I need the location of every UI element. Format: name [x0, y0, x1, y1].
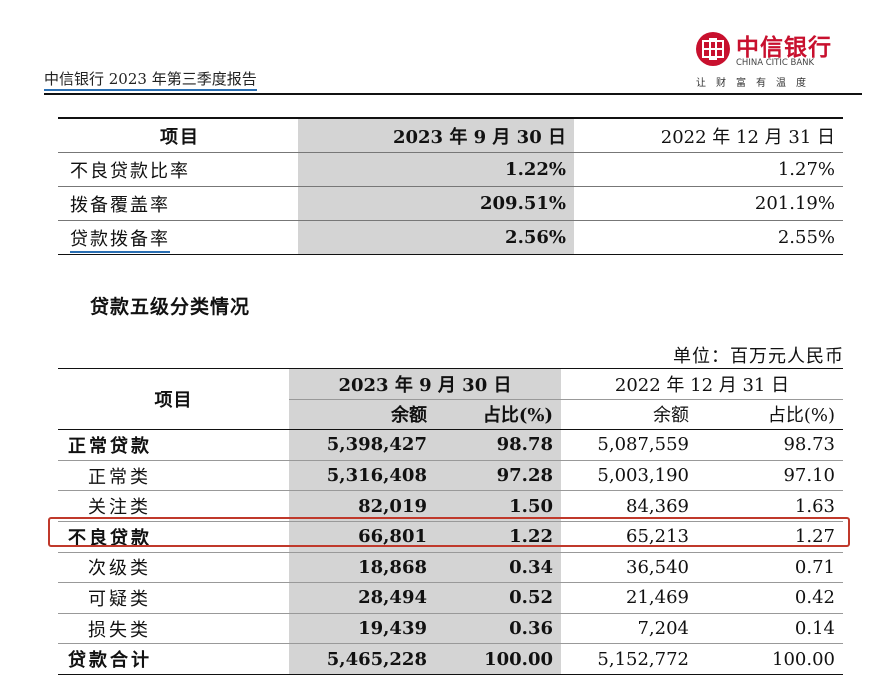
amount-2022: 5,152,772 — [597, 648, 689, 670]
npl-row-highlight — [48, 517, 850, 547]
amount-2023: 28,494 — [289, 582, 435, 614]
ratio-2022-header: 占比(%) — [697, 399, 843, 431]
table-row: 次级类 18,868 0.34 36,540 0.71 — [58, 552, 843, 584]
value-2023: 2.56% — [298, 220, 574, 255]
table-header-row: 项目 2023 年 9 月 30 日 2022 年 12 月 31 日 — [58, 368, 843, 431]
amount-2022: 5,003,190 — [561, 460, 697, 492]
amount-2023: 18,868 — [289, 552, 435, 584]
ratio-2022: 0.71 — [697, 552, 843, 584]
table-row: 正常类 5,316,408 97.28 5,003,190 97.10 — [58, 460, 843, 492]
table-row: 贷款拨备率 2.56% 2.55% — [58, 220, 843, 255]
amount-2023-header: 余额 — [289, 399, 435, 431]
row-label: 可疑类 — [58, 582, 289, 614]
header-divider — [44, 93, 862, 95]
col-item-header: 项目 — [58, 368, 289, 431]
col-2023-header: 2023 年 9 月 30 日 — [298, 118, 574, 153]
amount-2022: 21,469 — [561, 582, 697, 614]
ratio-2022: 1.27 — [697, 521, 843, 553]
logo-english-name: CHINA CITIC BANK — [736, 58, 815, 68]
logo-chinese-name: 中信银行 — [736, 34, 832, 61]
table-row: 可疑类 28,494 0.52 21,469 0.42 — [58, 582, 843, 614]
amount-2023: 19,439 — [289, 613, 435, 645]
row-label: 正常类 — [58, 460, 289, 492]
amount-2023: 5,398,427 — [289, 429, 435, 461]
ratio-2023: 1.50 — [435, 490, 561, 522]
loan-classification-table: 项目 2023 年 9 月 30 日 2022 年 12 月 31 日 余额 占… — [58, 368, 843, 675]
col-2023-header: 2023 年 9 月 30 日 — [289, 368, 561, 400]
amount-2023: 82,019 — [289, 490, 435, 522]
ratio-2022: 1.63 — [697, 490, 843, 522]
ratio-2022: 0.42 — [697, 582, 843, 614]
ratio-2023: 98.78 — [435, 429, 561, 461]
amount-2022-header: 余额 — [561, 399, 697, 431]
row-label: 关注类 — [58, 490, 289, 522]
row-label: 不良贷款 — [58, 521, 289, 553]
asset-quality-table: 项目 2023 年 9 月 30 日 2022 年 12 月 31 日 不良贷款… — [58, 117, 843, 255]
row-label: 正常贷款 — [58, 429, 289, 461]
logo-slogan: 让财富有温度 — [696, 78, 816, 89]
amount-2022: 84,369 — [561, 490, 697, 522]
ratio-2022: 100.00 — [772, 648, 835, 670]
value-2022: 1.27% — [574, 152, 843, 187]
row-label-text: 贷款拨备率 — [70, 228, 170, 253]
ratio-2023: 0.52 — [435, 582, 561, 614]
row-label: 不良贷款比率 — [58, 152, 298, 187]
amount-2023: 5,465,228 — [289, 643, 435, 675]
value-2023: 1.22% — [298, 152, 574, 187]
table-row: 拨备覆盖率 209.51% 201.19% — [58, 186, 843, 221]
amount-2022: 5,087,559 — [561, 429, 697, 461]
amount-2022: 65,213 — [561, 521, 697, 553]
table-total-row: 贷款合计 5,465,228 100.00 5,152,772 100.00 — [58, 643, 843, 675]
row-label: 贷款拨备率 — [58, 221, 298, 255]
report-title: 中信银行 2023 年第三季度报告 — [44, 70, 257, 91]
col-2022-header: 2022 年 12 月 31 日 — [561, 368, 843, 400]
bank-logo: 中信银行 CHINA CITIC BANK 让财富有温度 — [696, 26, 846, 89]
table-row: 关注类 82,019 1.50 84,369 1.63 — [58, 490, 843, 522]
table-row: 正常贷款 5,398,427 98.78 5,087,559 98.73 — [58, 429, 843, 461]
row-label: 次级类 — [58, 552, 289, 584]
ratio-2023-header: 占比(%) — [435, 399, 561, 431]
ratio-2023: 0.36 — [435, 613, 561, 645]
unit-label: 单位：百万元人民币 — [673, 346, 844, 367]
section-title: 贷款五级分类情况 — [90, 296, 251, 318]
table-row: 不良贷款比率 1.22% 1.27% — [58, 152, 843, 187]
row-label: 拨备覆盖率 — [58, 186, 298, 221]
ratio-2023: 97.28 — [435, 460, 561, 492]
ratio-2023: 0.34 — [435, 552, 561, 584]
table-header-row: 项目 2023 年 9 月 30 日 2022 年 12 月 31 日 — [58, 118, 843, 153]
col-item-header: 项目 — [58, 118, 298, 153]
ratio-2022: 0.14 — [697, 613, 843, 645]
ratio-2023: 1.22 — [435, 521, 561, 553]
amount-2022: 7,204 — [561, 613, 697, 645]
value-2023: 209.51% — [298, 186, 574, 221]
citic-logo-icon — [696, 32, 730, 66]
ratio-2022: 97.10 — [697, 460, 843, 492]
row-label: 损失类 — [58, 613, 289, 645]
ratio-2023: 100.00 — [435, 643, 561, 675]
table-row: 损失类 19,439 0.36 7,204 0.14 — [58, 613, 843, 645]
value-2022: 201.19% — [574, 186, 843, 221]
ratio-2022: 98.73 — [697, 429, 843, 461]
row-label: 贷款合计 — [68, 650, 152, 672]
table-subheader-row: 余额 占比(%) 余额 占比(%) — [58, 399, 843, 431]
amount-2023: 5,316,408 — [289, 460, 435, 492]
col-2022-header: 2022 年 12 月 31 日 — [574, 118, 843, 153]
value-2022: 2.55% — [777, 227, 835, 248]
amount-2022: 36,540 — [561, 552, 697, 584]
